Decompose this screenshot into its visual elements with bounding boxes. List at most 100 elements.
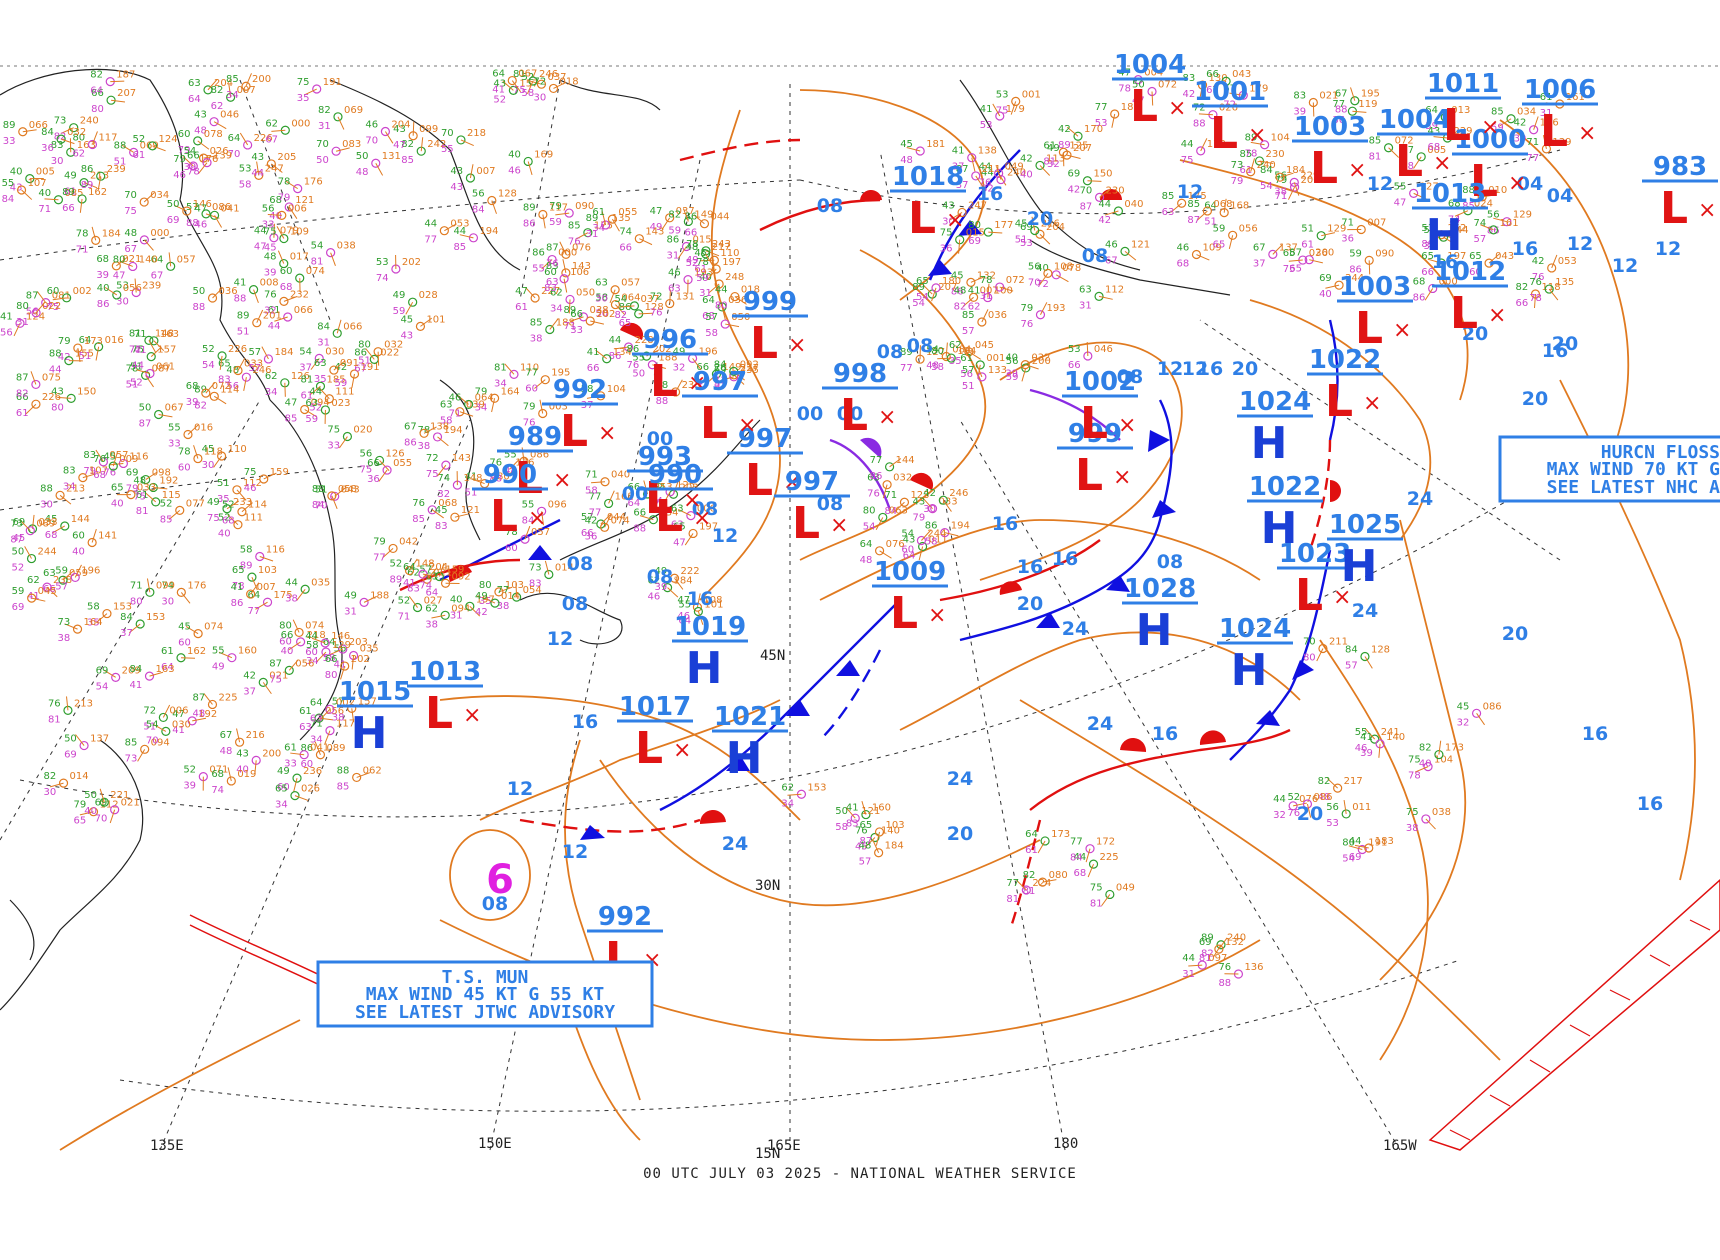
- svg-text:82: 82: [614, 310, 627, 321]
- svg-text:31: 31: [1079, 300, 1092, 311]
- svg-text:38: 38: [285, 593, 298, 604]
- svg-text:57: 57: [248, 347, 261, 358]
- isobar-g: [479, 699, 781, 821]
- warm-semi-8: [910, 472, 934, 490]
- svg-text:37: 37: [956, 180, 969, 191]
- svg-text:67: 67: [1223, 83, 1236, 94]
- occluded-front-2: [829, 438, 892, 511]
- svg-text:77: 77: [525, 368, 538, 379]
- svg-text:60: 60: [505, 543, 518, 554]
- svg-text:79: 79: [83, 466, 96, 477]
- svg-text:46: 46: [195, 219, 208, 230]
- svg-text:81: 81: [1023, 886, 1036, 897]
- svg-text:77: 77: [1006, 878, 1019, 889]
- svg-text:47: 47: [393, 140, 406, 151]
- svg-text:66: 66: [570, 309, 583, 320]
- advisory-ts-mun[interactable]: T.S. MUN MAX WIND 45 KT G 55 KT SEE LATE…: [316, 960, 654, 1028]
- svg-text:51: 51: [465, 488, 478, 499]
- svg-text:56: 56: [1028, 261, 1041, 272]
- svg-text:043: 043: [1495, 251, 1514, 262]
- svg-text:057: 057: [531, 527, 550, 538]
- svg-text:82: 82: [1023, 870, 1036, 881]
- occluded-front: [1029, 388, 1121, 441]
- svg-text:000: 000: [291, 118, 310, 129]
- svg-text:87: 87: [1080, 201, 1093, 212]
- svg-text:82: 82: [668, 209, 681, 220]
- svg-text:59: 59: [393, 306, 406, 317]
- svg-text:226: 226: [42, 392, 61, 403]
- svg-text:146: 146: [193, 199, 212, 210]
- svg-text:74: 74: [650, 496, 663, 507]
- svg-text:57: 57: [1345, 660, 1358, 671]
- svg-text:30: 30: [533, 92, 546, 103]
- coast-aleutian: [1029, 239, 1231, 296]
- isobar-value-label: 00: [837, 403, 863, 425]
- svg-text:064: 064: [475, 392, 494, 403]
- isobar-value-label: 08: [907, 335, 933, 357]
- svg-text:108: 108: [1054, 261, 1073, 272]
- svg-text:002: 002: [73, 286, 92, 297]
- advisory-hurcn-flossie[interactable]: HURCN FLOSS MAX WIND 70 KT G SEE LATEST …: [1498, 435, 1720, 503]
- svg-text:026: 026: [1219, 103, 1238, 114]
- svg-text:58: 58: [306, 640, 319, 651]
- svg-text:60: 60: [72, 531, 85, 542]
- svg-text:244: 244: [38, 547, 57, 558]
- svg-text:110: 110: [720, 248, 739, 259]
- svg-text:70: 70: [1303, 636, 1316, 647]
- svg-text:32: 32: [264, 305, 277, 316]
- isobar-value-label: 16: [1512, 238, 1538, 260]
